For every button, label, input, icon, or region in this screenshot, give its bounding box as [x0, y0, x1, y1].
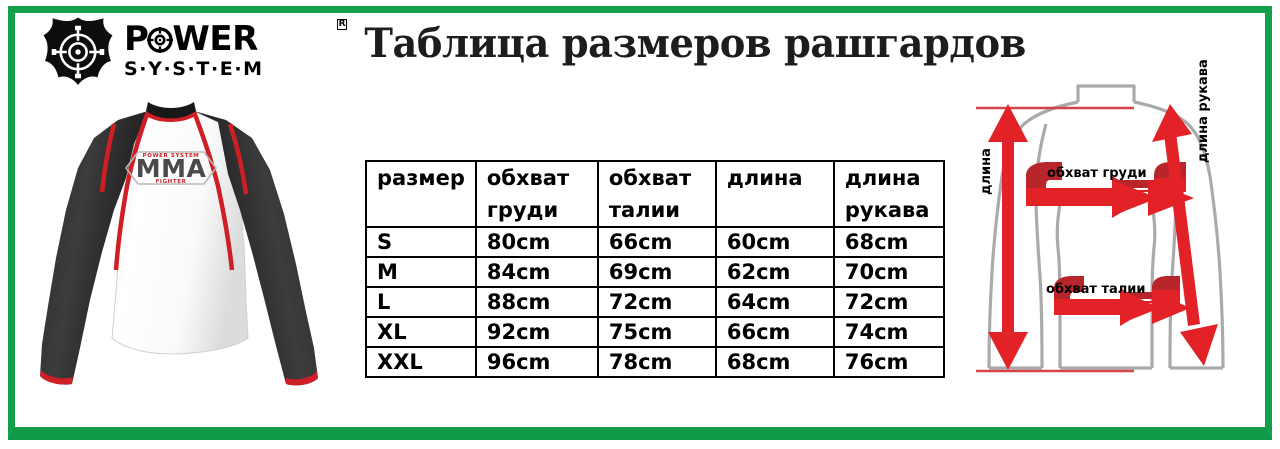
rashguard-collar: [146, 102, 196, 119]
chest-arrow: [1026, 162, 1194, 218]
cell-sleeve: 74cm: [832, 316, 945, 348]
label-sleeve-length: длина рукава: [1196, 59, 1211, 163]
header-sleeve-l1: длина: [832, 160, 945, 194]
mma-chest-logo: MMA POWER SYSTEM FIGHTER: [125, 151, 217, 185]
size-table: размер обхват обхват длина длина груди т…: [365, 160, 945, 378]
cell-waist: 66cm: [596, 226, 717, 258]
table-row: XL 92cm 75cm 66cm 74cm: [365, 316, 945, 348]
header-chest-l2: груди: [474, 194, 599, 228]
header-waist-l2: талии: [596, 194, 717, 228]
crosshair-shield-emblem: [43, 17, 113, 85]
cell-waist: 78cm: [596, 346, 717, 378]
length-arrow: [988, 104, 1028, 370]
cell-sleeve: 76cm: [832, 346, 945, 378]
rashguard-right-sleeve: [194, 111, 318, 386]
brand-logo: P WER R S·Y·S·T·E·M: [36, 14, 347, 90]
table-row: L 88cm 72cm 64cm 72cm: [365, 286, 945, 318]
header-size-l2: [365, 194, 477, 228]
cell-size: S: [365, 226, 477, 258]
body-outline: [987, 84, 1225, 370]
red-piping: [99, 111, 249, 271]
header-row-line2: груди талии рукава: [365, 194, 945, 228]
target-o-icon: [147, 27, 174, 53]
cell-sleeve: 70cm: [832, 256, 945, 288]
size-table-head: размер обхват обхват длина длина груди т…: [365, 160, 945, 228]
cell-sleeve: 72cm: [832, 286, 945, 318]
header-length-l1: длина: [714, 160, 835, 194]
svg-text:FIGHTER: FIGHTER: [156, 179, 187, 185]
cell-length: 64cm: [714, 286, 835, 318]
cell-size: XL: [365, 316, 477, 348]
header-waist-l1: обхват: [596, 160, 717, 194]
registered-mark-icon: R: [336, 19, 347, 30]
cell-waist: 72cm: [596, 286, 717, 318]
label-chest-circumference: обхват груди: [1047, 166, 1147, 181]
header-row-line1: размер обхват обхват длина длина: [365, 160, 945, 194]
logo-letter-p: P: [124, 19, 149, 59]
cell-waist: 75cm: [596, 316, 717, 348]
header-chest-l1: обхват: [474, 160, 599, 194]
cell-chest: 84cm: [474, 256, 599, 288]
logo-power-text: P WER R: [124, 19, 347, 59]
rashguard-product-image: MMA POWER SYSTEM FIGHTER: [40, 102, 318, 386]
logo-system-text: S·Y·S·T·E·M: [124, 58, 264, 80]
cell-size: L: [365, 286, 477, 318]
svg-text:MMA: MMA: [136, 154, 207, 183]
cell-waist: 69cm: [596, 256, 717, 288]
cell-length: 68cm: [714, 346, 835, 378]
waist-arrow: [1054, 276, 1190, 326]
red-cuff-stripes: [40, 370, 318, 386]
logo-letters-wer: WER: [172, 19, 258, 59]
page-title: Таблица размеров рашгардов: [364, 20, 1026, 67]
cell-size: XXL: [365, 346, 477, 378]
header-size-l1: размер: [365, 160, 477, 194]
header-length-l2: [714, 194, 835, 228]
table-row: S 80cm 66cm 60cm 68cm: [365, 226, 945, 258]
table-row: M 84cm 69cm 62cm 70cm: [365, 256, 945, 288]
cell-size: M: [365, 256, 477, 288]
cell-sleeve: 68cm: [832, 226, 945, 258]
cell-length: 62cm: [714, 256, 835, 288]
svg-text:POWER SYSTEM: POWER SYSTEM: [143, 153, 200, 159]
cell-length: 66cm: [714, 316, 835, 348]
rashguard-left-sleeve: [40, 111, 148, 385]
cell-chest: 80cm: [474, 226, 599, 258]
sleeve-arrow: [1152, 104, 1218, 366]
label-waist-circumference: обхват талии: [1046, 282, 1146, 297]
table-row: XXL 96cm 78cm 68cm 76cm: [365, 346, 945, 378]
logo-wordmark: P WER R S·Y·S·T·E·M: [124, 19, 347, 80]
cell-length: 60cm: [714, 226, 835, 258]
cell-chest: 88cm: [474, 286, 599, 318]
measurement-diagram: [976, 84, 1225, 373]
cell-chest: 92cm: [474, 316, 599, 348]
header-sleeve-l2: рукава: [832, 194, 945, 228]
cell-chest: 96cm: [474, 346, 599, 378]
size-table-body: S 80cm 66cm 60cm 68cm M 84cm 69cm 62cm 7…: [365, 226, 945, 378]
reference-lines: [976, 106, 1134, 373]
label-length: длина: [979, 148, 994, 195]
